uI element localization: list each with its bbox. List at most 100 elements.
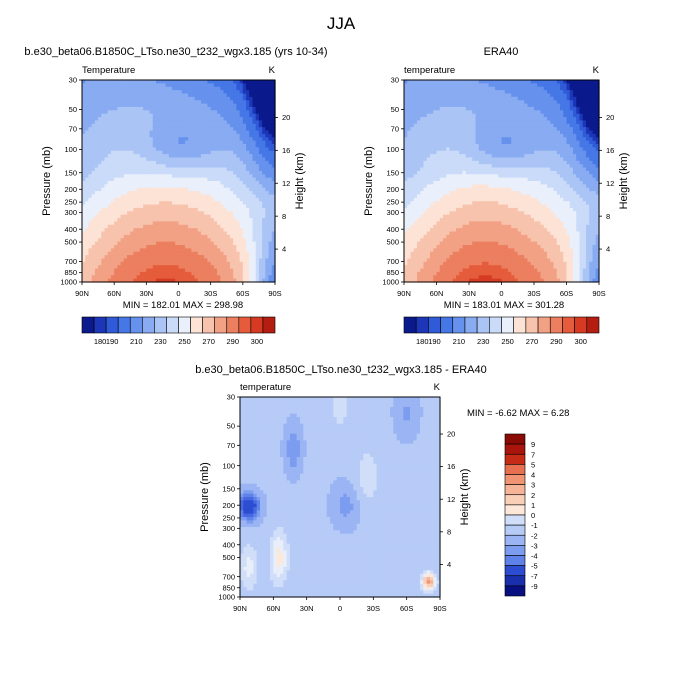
field-cell (114, 164, 118, 169)
field-cell (439, 133, 444, 138)
field-cell (178, 96, 183, 101)
field-cell (175, 184, 180, 189)
field-cell (146, 261, 151, 266)
field-cell (242, 86, 247, 91)
field-cell (143, 248, 147, 253)
field-cell (436, 261, 441, 266)
field-cell (104, 258, 109, 263)
field-cell (433, 133, 438, 138)
field-cell (201, 133, 205, 138)
field-cell (98, 133, 102, 138)
field-cell (88, 123, 93, 128)
field-cell (229, 113, 234, 118)
field-cell (239, 106, 244, 111)
field-cell (255, 170, 260, 175)
field-cell (223, 103, 228, 108)
field-cell (143, 133, 147, 138)
field-cell (123, 218, 128, 222)
field-cell (446, 278, 451, 283)
field-cell (439, 181, 444, 185)
field-cell (271, 207, 276, 212)
field-cell (197, 167, 202, 172)
field-cell (114, 265, 118, 270)
field-cell (191, 278, 196, 283)
field-cell (446, 170, 451, 175)
field-cell (133, 154, 138, 159)
field-cell (443, 224, 447, 229)
field-cell (426, 83, 431, 88)
field-cell (107, 261, 112, 266)
field-cell (159, 244, 164, 249)
field-cell (114, 271, 118, 276)
field-cell (152, 174, 157, 179)
field-cell (417, 214, 421, 219)
field-cell (165, 268, 170, 273)
field-cell (436, 100, 441, 105)
field-cell (88, 133, 93, 138)
field-cell (159, 268, 164, 273)
field-cell (249, 93, 254, 98)
field-cell (165, 261, 170, 266)
field-cell (184, 113, 189, 118)
field-cell (136, 90, 141, 95)
field-cell (88, 187, 93, 192)
field-cell (172, 160, 176, 165)
field-cell (465, 194, 470, 199)
field-cell (194, 214, 199, 219)
field-cell (120, 83, 125, 88)
field-cell (213, 143, 218, 148)
field-cell (123, 241, 128, 246)
field-cell (472, 197, 477, 202)
field-cell (172, 244, 176, 249)
field-cell (226, 244, 231, 249)
field-cell (226, 164, 231, 169)
field-cell (410, 197, 415, 202)
field-cell (146, 137, 151, 142)
field-cell (130, 113, 135, 118)
field-cell (465, 187, 470, 192)
field-cell (110, 224, 115, 229)
field-cell (242, 248, 247, 253)
field-cell (146, 265, 151, 270)
field-cell (430, 150, 434, 155)
field-cell (201, 241, 205, 246)
field-cell (175, 174, 180, 179)
field-cell (117, 244, 122, 249)
field-cell (465, 251, 470, 256)
field-cell (188, 106, 192, 111)
field-cell (252, 127, 257, 132)
field-cell (159, 234, 164, 239)
field-cell (426, 177, 431, 182)
field-cell (443, 160, 447, 165)
field-cell (91, 106, 96, 111)
field-cell (175, 255, 180, 260)
field-cell (433, 80, 438, 84)
field-cell (104, 238, 109, 243)
field-cell (213, 177, 218, 182)
field-cell (110, 251, 115, 256)
field-cell (446, 184, 451, 189)
field-cell (107, 164, 112, 169)
field-cell (433, 278, 438, 283)
field-cell (220, 214, 225, 219)
field-cell (172, 154, 176, 159)
field-cell (446, 251, 451, 256)
field-cell (82, 90, 86, 95)
field-cell (404, 241, 408, 246)
field-cell (139, 251, 144, 256)
field-cell (236, 268, 241, 273)
field-cell (436, 224, 441, 229)
field-cell (136, 127, 141, 132)
field-cell (249, 127, 254, 132)
field-cell (433, 127, 438, 132)
field-cell (417, 211, 421, 216)
field-cell (165, 106, 170, 111)
field-cell (430, 90, 434, 95)
field-cell (85, 268, 90, 273)
field-cell (175, 218, 180, 222)
field-cell (133, 184, 138, 189)
field-cell (181, 100, 186, 105)
field-cell (472, 164, 477, 169)
field-cell (175, 238, 180, 243)
field-cell (101, 258, 106, 263)
